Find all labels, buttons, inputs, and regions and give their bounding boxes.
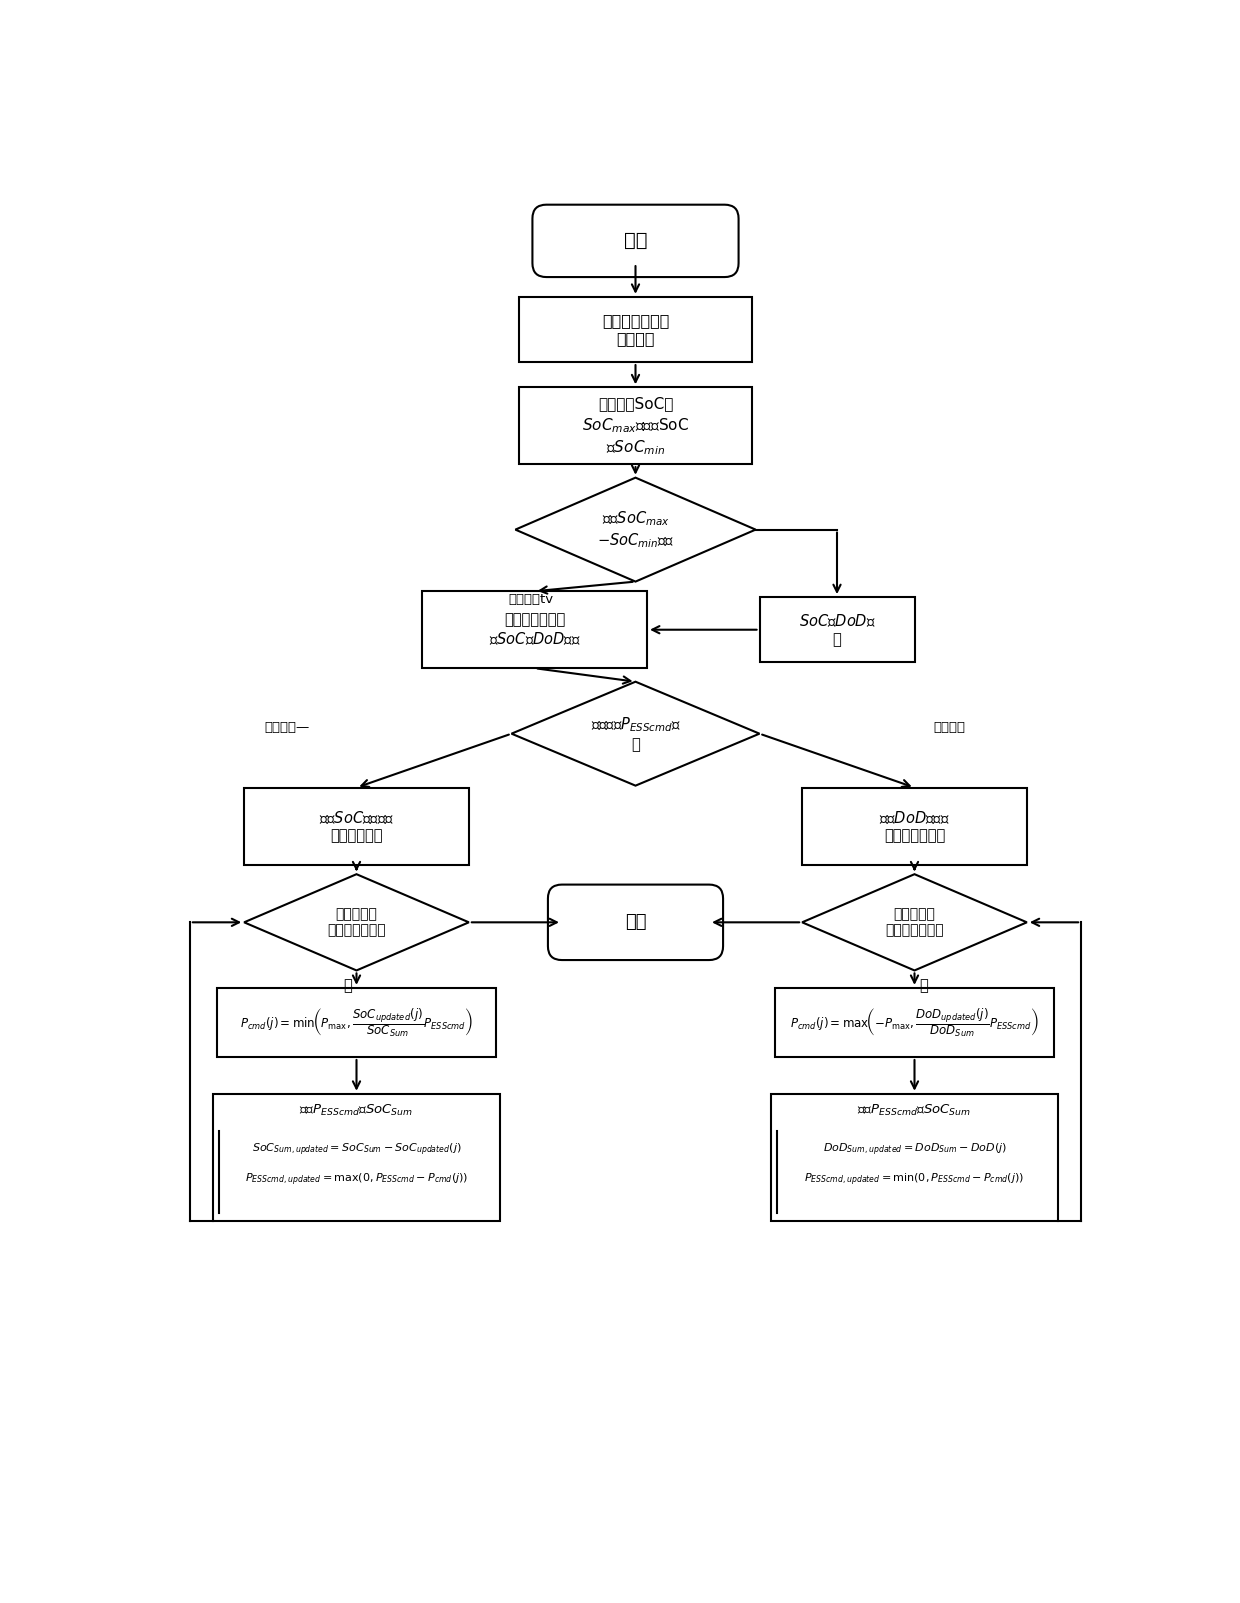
- Text: 开始: 开始: [624, 231, 647, 250]
- Polygon shape: [511, 681, 759, 785]
- Bar: [520, 297, 751, 362]
- Text: $P_{cmd}(j)=\min\!\left(P_{\max},\dfrac{SoC_{updated}(j)}{SoC_{Sum}}P_{ESScmd}\r: $P_{cmd}(j)=\min\!\left(P_{\max},\dfrac{…: [241, 1007, 472, 1039]
- Bar: [423, 592, 647, 668]
- Text: $P_{ESScmd,updated}=\min(0,P_{ESScmd}-P_{cmd}(j))$: $P_{ESScmd,updated}=\min(0,P_{ESScmd}-P_…: [805, 1172, 1024, 1188]
- Text: 正，放电—: 正，放电—: [265, 721, 310, 734]
- FancyBboxPatch shape: [548, 885, 723, 960]
- Text: 判断$\mathit{SoC}_{max}$
$-\mathit{SoC}_{min}$大小: 判断$\mathit{SoC}_{max}$ $-\mathit{SoC}_{m…: [596, 510, 675, 550]
- Bar: [244, 787, 469, 864]
- Bar: [771, 1093, 1058, 1221]
- Text: 负，充电: 负，充电: [934, 721, 966, 734]
- Text: $\mathit{SoC}_{max}$和最小SoC: $\mathit{SoC}_{max}$和最小SoC: [582, 417, 689, 434]
- Bar: [775, 987, 1054, 1056]
- Text: $SoC_{Sum,updated}=SoC_{Sum}-SoC_{updated}(j)$: $SoC_{Sum,updated}=SoC_{Sum}-SoC_{update…: [252, 1141, 461, 1157]
- Bar: [802, 787, 1027, 864]
- Text: 更新$P_{ESScmd}$和$SoC_{Sum}$: 更新$P_{ESScmd}$和$SoC_{Sum}$: [858, 1103, 971, 1119]
- FancyBboxPatch shape: [532, 205, 739, 277]
- Bar: [759, 596, 915, 662]
- Text: $P_{ESScmd,updated}=\max(0,P_{ESScmd}-P_{cmd}(j))$: $P_{ESScmd,updated}=\max(0,P_{ESScmd}-P_…: [244, 1172, 469, 1188]
- Text: 更新$P_{ESScmd}$和$SoC_{Sum}$: 更新$P_{ESScmd}$和$SoC_{Sum}$: [300, 1103, 413, 1119]
- Bar: [217, 987, 496, 1056]
- Polygon shape: [516, 478, 755, 582]
- Bar: [213, 1093, 500, 1221]
- Text: $\mathit{SoC}$与$\mathit{DoD}$更
新: $\mathit{SoC}$与$\mathit{DoD}$更 新: [799, 612, 875, 646]
- Text: 功率指令$P_{ESScmd}$正
负: 功率指令$P_{ESScmd}$正 负: [590, 715, 681, 752]
- Text: 否: 否: [919, 978, 929, 992]
- Text: 否: 否: [342, 978, 352, 992]
- Text: $DoD_{Sum,updated}=DoD_{Sum}-DoD(j)$: $DoD_{Sum,updated}=DoD_{Sum}-DoD(j)$: [822, 1141, 1007, 1157]
- Text: 结束: 结束: [625, 914, 646, 931]
- Text: 小于阈值tv: 小于阈值tv: [508, 593, 553, 606]
- Polygon shape: [802, 874, 1027, 970]
- Bar: [520, 388, 751, 465]
- Text: 是否对所有
变流器进行赋值: 是否对所有 变流器进行赋值: [885, 907, 944, 938]
- Text: 分别计算电池堆
的$\mathit{SoC}$与$\mathit{DoD}$之和: 分别计算电池堆 的$\mathit{SoC}$与$\mathit{DoD}$之和: [489, 612, 580, 648]
- Text: 判断在运行电池
堆，标记: 判断在运行电池 堆，标记: [601, 313, 670, 346]
- Text: 按照$\mathit{SoC}$高低对电
池堆进行排序: 按照$\mathit{SoC}$高低对电 池堆进行排序: [319, 810, 394, 843]
- Polygon shape: [244, 874, 469, 970]
- Text: 计算最大SoC值: 计算最大SoC值: [598, 396, 673, 412]
- Text: $P_{cmd}(j)=\max\!\left(-P_{\max},\dfrac{DoD_{updated}(j)}{DoD_{Sum}}P_{ESScmd}\: $P_{cmd}(j)=\max\!\left(-P_{\max},\dfrac…: [790, 1007, 1039, 1039]
- Text: 是否对所有
变流器进行赋值: 是否对所有 变流器进行赋值: [327, 907, 386, 938]
- Text: 值$\mathit{SoC}_{min}$: 值$\mathit{SoC}_{min}$: [606, 438, 665, 457]
- Text: 按照$\mathit{DoD}$高低对
电池堆进行排序: 按照$\mathit{DoD}$高低对 电池堆进行排序: [879, 810, 950, 843]
